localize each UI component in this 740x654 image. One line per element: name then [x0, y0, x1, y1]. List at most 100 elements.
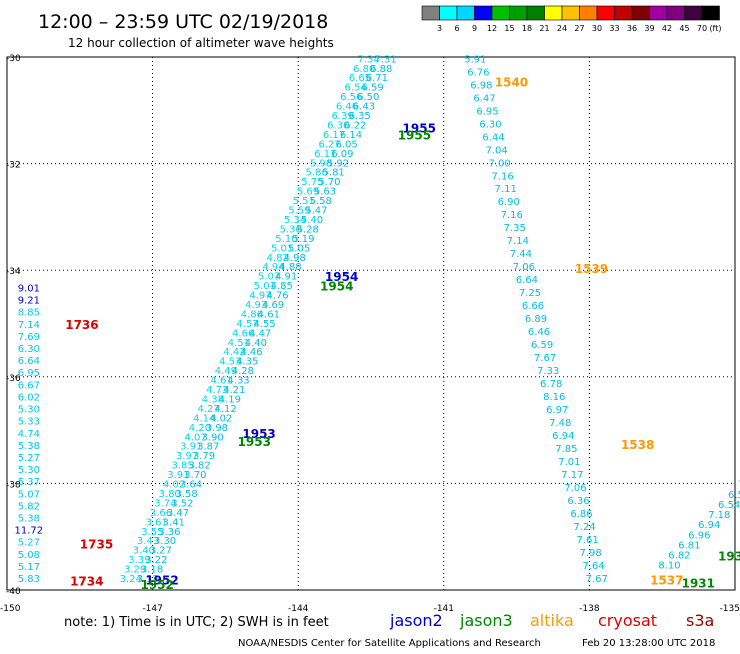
colorbar-tick-label: 12 [487, 24, 497, 33]
swh-value-label: 4.61 [258, 309, 280, 320]
swh-value-label: 7.11 [495, 184, 517, 195]
colorbar-swatch [561, 5, 580, 21]
x-tick-label: -138 [579, 604, 600, 614]
pass-time-label: 1952 [140, 578, 173, 592]
swh-value-label: 6.67 [18, 380, 40, 391]
swh-value-label: 3.64 [180, 480, 202, 491]
swh-value-label: 6.94 [698, 520, 720, 531]
swh-value-label: 7.58 [738, 480, 740, 491]
swh-value-label: 4.69 [262, 300, 284, 311]
swh-value-label: 4.49 [215, 366, 237, 377]
swh-value-label: 8.85 [18, 308, 40, 319]
swh-value-label: 6.89 [525, 314, 547, 325]
swh-value-label: 5.83 [18, 574, 40, 585]
swh-value-label: 4.07 [184, 432, 206, 443]
swh-value-label: 5.19 [292, 234, 314, 245]
swh-value-label: 5.27 [18, 538, 40, 549]
swh-value-label: 7.61 [576, 535, 598, 546]
swh-value-label: 6.09 [331, 149, 353, 160]
swh-value-label: 6.90 [498, 197, 520, 208]
colorbar-tick-label: 15 [504, 24, 514, 33]
swh-value-label: 6.95 [18, 368, 40, 379]
swh-value-label: 5.05 [288, 243, 310, 254]
swh-value-label: 3.80 [159, 489, 181, 500]
swh-value-label: 3.52 [171, 498, 193, 509]
swh-value-label: 4.61 [210, 376, 232, 387]
swh-value-label: 7.67 [534, 353, 556, 364]
colorbar-tick-label: 33 [609, 24, 619, 33]
swh-value-label: 6.11 [314, 149, 336, 160]
swh-value-label: 6.95 [476, 106, 498, 117]
swh-value-label: 4.76 [266, 291, 288, 302]
colorbar-tick-label: 36 [627, 24, 637, 33]
pass-time-label: 1954 [325, 270, 358, 284]
swh-value-label: 5.59 [288, 206, 310, 217]
colorbar-tick-label: 42 [662, 24, 672, 33]
time-labels-layer: 1736 1735 1734 1955 1954 1953 1952 1955 1954 1953… [65, 75, 740, 592]
swh-value-label: 5.40 [301, 215, 323, 226]
swh-value-label: 5.82 [18, 501, 40, 512]
swh-value-label: 5.51 [293, 196, 315, 207]
legend-s3a: s3a [686, 611, 714, 630]
swh-value-label: 3.87 [197, 442, 219, 453]
swh-value-label: 6.22 [344, 120, 366, 131]
swh-value-label: 4.73 [206, 385, 228, 396]
swh-value-label: 6.81 [678, 540, 700, 551]
swh-value-label: 3.55 [141, 527, 163, 538]
note-text: note: 1) Time is in UTC; 2) SWH is in fe… [64, 615, 329, 630]
colorbar-swatch [526, 5, 545, 21]
swh-value-label: 11.72 [15, 526, 44, 537]
colorbar-tick-label: 3 [437, 24, 442, 33]
colorbar-swatch [456, 5, 475, 21]
swh-value-label: 7.69 [18, 332, 40, 343]
swh-value-label: 3.22 [145, 555, 167, 566]
swh-value-label: 4.47 [249, 328, 271, 339]
swh-value-label: 5.10 [275, 234, 297, 245]
swh-value-label: 5.01 [254, 281, 276, 292]
swh-value-label: 6.46 [336, 102, 358, 113]
swh-value-label: 6.50 [357, 92, 379, 103]
swh-value-label: 4.02 [163, 480, 185, 491]
colorbar-swatch [649, 5, 668, 21]
swh-value-label: 6.98 [470, 80, 492, 91]
swh-value-label: 7.98 [579, 548, 601, 559]
pass-time-label: 1540 [495, 75, 528, 89]
swh-value-label: 6.14 [340, 130, 362, 141]
swh-value-label: 6.27 [319, 139, 341, 150]
colorbar-swatch [596, 5, 615, 21]
swh-value-label: 5.91 [464, 54, 486, 65]
colorbar-swatch [701, 5, 720, 21]
x-tick-label: -144 [288, 604, 309, 614]
swh-value-label: 4.51 [228, 338, 250, 349]
grid-layer [7, 57, 735, 590]
swh-value-label: 6.64 [18, 356, 40, 367]
swh-value-label: 6.44 [482, 132, 504, 143]
pass-time-label: 1953 [242, 427, 275, 441]
colorbar-swatch [491, 5, 510, 21]
swh-value-label: 3.12 [137, 574, 159, 585]
swh-value-label: 4.53 [219, 357, 241, 368]
pass-time-label: 1736 [65, 318, 98, 332]
swh-value-label: 7.35 [504, 223, 526, 234]
swh-value-label: 5.17 [18, 562, 40, 573]
swh-value-label: 7.48 [549, 418, 571, 429]
colorbar-swatch [614, 5, 633, 21]
colorbar-tick-label: 30 [592, 24, 602, 33]
swh-value-label: 6.02 [18, 392, 40, 403]
swh-value-label: 5.07 [18, 489, 40, 500]
legend-jason2: jason2 [389, 611, 443, 630]
swh-value-label: 6.43 [353, 102, 375, 113]
swh-value-label: 4.40 [245, 338, 267, 349]
swh-value-label: 4.33 [227, 376, 249, 387]
swh-value-label: 6.36 [567, 496, 589, 507]
swh-value-label: 7.85 [555, 444, 577, 455]
swh-value-label: 9.01 [18, 284, 40, 295]
swh-value-label: 7.24 [573, 522, 595, 533]
swh-value-label: 3.18 [141, 565, 163, 576]
colorbar-swatch [509, 5, 528, 21]
swh-value-label: 7.06 [513, 262, 535, 273]
swh-value-label: 6.94 [552, 431, 574, 442]
colorbar-tick-label: 18 [522, 24, 532, 33]
swh-value-label: 6.76 [467, 67, 489, 78]
